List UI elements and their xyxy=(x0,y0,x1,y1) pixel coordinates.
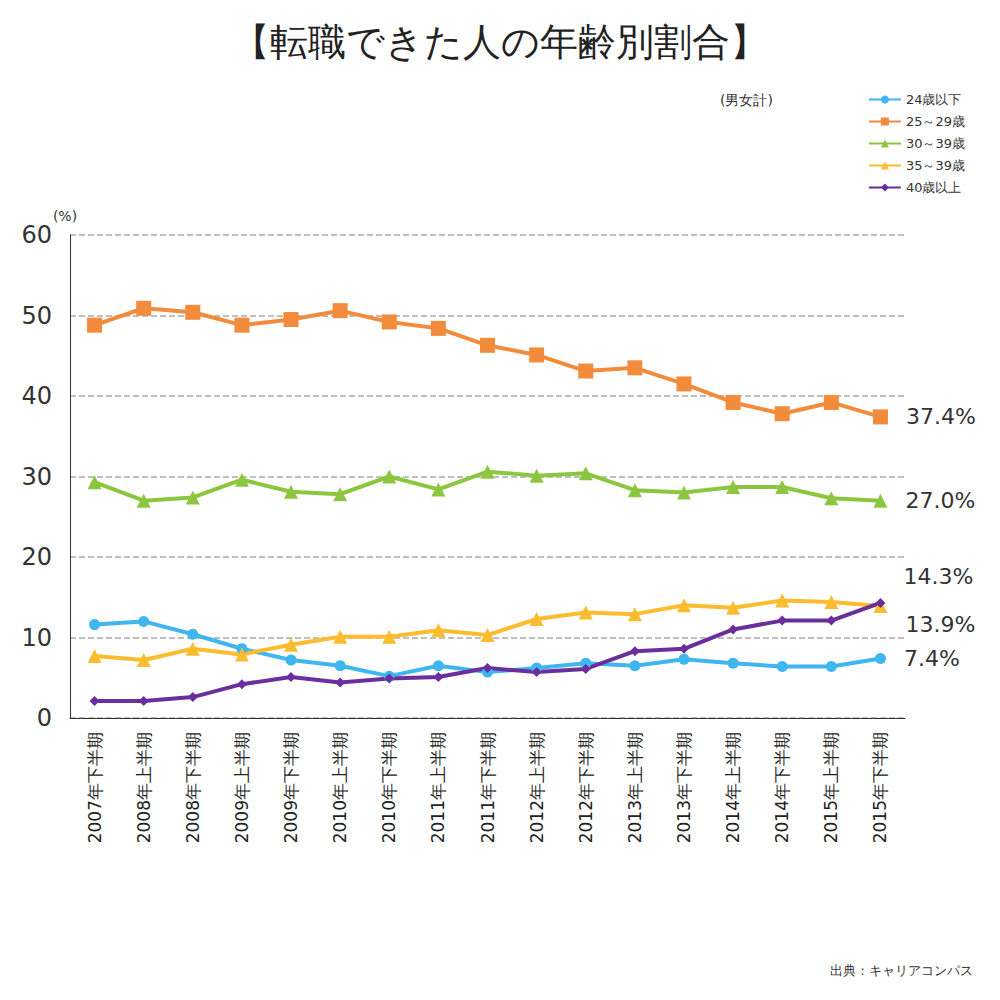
svg-text:2014年下半期: 2014年下半期 xyxy=(772,732,792,843)
svg-text:2015年下半期: 2015年下半期 xyxy=(870,732,890,843)
svg-text:2010年下半期: 2010年下半期 xyxy=(379,732,399,843)
svg-text:20: 20 xyxy=(21,543,52,571)
svg-text:40: 40 xyxy=(21,382,52,410)
svg-text:10: 10 xyxy=(21,624,52,652)
svg-text:13.9%: 13.9% xyxy=(905,612,975,637)
svg-text:30: 30 xyxy=(21,463,52,491)
svg-text:37.4%: 37.4% xyxy=(906,404,976,429)
svg-text:14.3%: 14.3% xyxy=(903,564,973,589)
svg-text:(男女計): (男女計) xyxy=(720,92,773,108)
svg-text:2012年下半期: 2012年下半期 xyxy=(576,732,596,843)
svg-text:2009年上半期: 2009年上半期 xyxy=(232,732,252,843)
svg-text:2009年下半期: 2009年下半期 xyxy=(281,732,301,843)
svg-text:0: 0 xyxy=(37,704,52,732)
svg-text:27.0%: 27.0% xyxy=(905,488,975,513)
svg-text:25～29歳: 25～29歳 xyxy=(906,114,965,129)
svg-text:2011年上半期: 2011年上半期 xyxy=(428,732,448,843)
svg-text:30～39歳: 30～39歳 xyxy=(906,136,965,151)
svg-text:50: 50 xyxy=(21,302,52,330)
svg-text:60: 60 xyxy=(21,221,52,249)
svg-text:(%): (%) xyxy=(53,208,77,224)
svg-text:35～39歳: 35～39歳 xyxy=(906,158,965,173)
svg-text:2008年下半期: 2008年下半期 xyxy=(183,732,203,843)
svg-text:出典：キャリアコンパス: 出典：キャリアコンパス xyxy=(830,963,973,978)
svg-text:【転職できた人の年齢別割合】: 【転職できた人の年齢別割合】 xyxy=(232,20,768,64)
svg-text:7.4%: 7.4% xyxy=(904,646,960,671)
svg-text:2013年下半期: 2013年下半期 xyxy=(674,732,694,843)
svg-text:2008年上半期: 2008年上半期 xyxy=(134,732,154,843)
svg-text:2013年上半期: 2013年上半期 xyxy=(625,732,645,843)
svg-text:24歳以下: 24歳以下 xyxy=(906,92,962,107)
svg-text:2015年上半期: 2015年上半期 xyxy=(821,732,841,843)
svg-text:2010年上半期: 2010年上半期 xyxy=(330,732,350,843)
svg-text:2012年上半期: 2012年上半期 xyxy=(527,732,547,843)
svg-text:2007年下半期: 2007年下半期 xyxy=(85,732,105,843)
svg-text:40歳以上: 40歳以上 xyxy=(906,180,962,195)
svg-text:2014年上半期: 2014年上半期 xyxy=(723,732,743,843)
svg-text:2011年下半期: 2011年下半期 xyxy=(478,732,498,843)
